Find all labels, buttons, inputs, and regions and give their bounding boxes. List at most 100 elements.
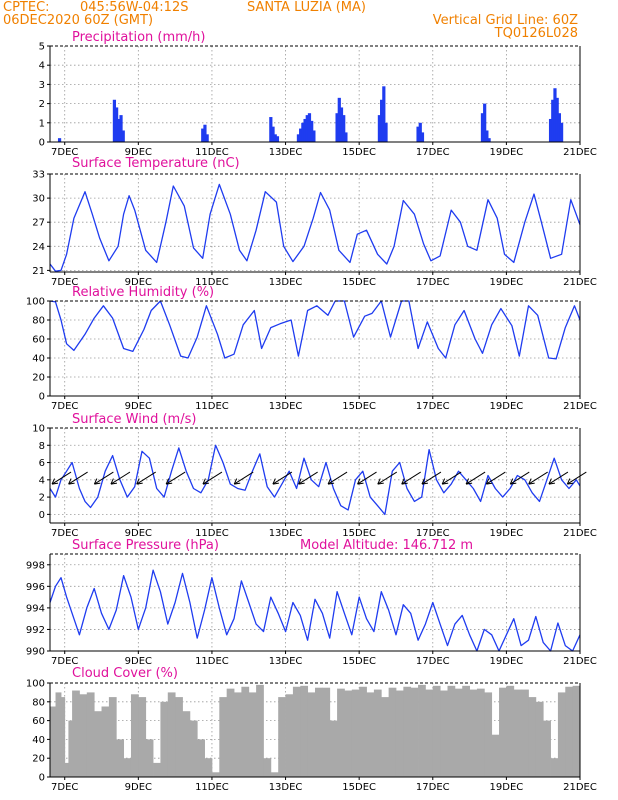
- cloud-cover-column: [543, 720, 551, 777]
- cloud-cover-column: [418, 684, 426, 777]
- precip-bar: [548, 118, 553, 142]
- cloud-cover-column: [351, 689, 360, 777]
- wind-arrow: [528, 471, 548, 485]
- wind-arrow: [233, 471, 254, 485]
- precip-bar: [269, 117, 273, 142]
- y-tick-label: 0: [39, 392, 45, 403]
- precip-bar: [201, 128, 205, 142]
- cloud-cover-column: [565, 686, 574, 777]
- x-tick-label: 13DEC: [269, 401, 303, 412]
- y-tick-label: 80: [32, 697, 45, 708]
- wind-arrow: [136, 471, 156, 485]
- y-tick-label: 80: [32, 316, 45, 327]
- precip-bar: [273, 134, 277, 142]
- y-tick-label: 40: [32, 735, 45, 746]
- panel-cloud-cover: 0 20 40 60 80 100 7DEC 9DEC 11DEC 13DEC 15DEC 17DEC…: [26, 666, 597, 793]
- wind-arrow: [509, 471, 530, 485]
- precip-bar: [553, 88, 557, 142]
- x-tick-label: 7DEC: [51, 782, 78, 793]
- cloud-cover-column: [263, 758, 272, 777]
- x-tick-label: 15DEC: [342, 656, 376, 667]
- cloud-cover-column: [381, 697, 390, 777]
- y-tick-label: 0: [39, 773, 45, 784]
- cloud-cover-column: [425, 689, 434, 777]
- precip-bar: [557, 113, 561, 142]
- cloud-cover-column: [138, 697, 147, 777]
- cloud-cover-column: [550, 758, 559, 777]
- precip-bar: [299, 128, 303, 142]
- y-tick-label: 8: [39, 441, 45, 452]
- wind-arrow: [548, 471, 569, 485]
- cloud-cover-column: [160, 701, 169, 777]
- temperature-title: Surface Temperature (nC): [72, 156, 240, 171]
- wind-arrow: [421, 471, 442, 485]
- x-tick-label: 13DEC: [269, 656, 303, 667]
- pressure-title: Surface Pressure (hPa): [72, 538, 219, 553]
- x-tick-label: 21DEC: [563, 782, 597, 793]
- x-tick-label: 21DEC: [563, 277, 597, 288]
- precip-bar: [485, 130, 489, 142]
- y-tick-label: 4: [39, 61, 45, 72]
- cloud-cover-column: [130, 694, 139, 777]
- cloud-cover-column: [189, 720, 198, 777]
- cloud-cover-column: [359, 686, 367, 777]
- model-altitude-annotation: Model Altitude: 146.712 m: [300, 538, 473, 553]
- panel-precipitation: 0 1 2 3 4 5 7DEC 9DEC 11DEC 13DEC 15DEC 17DEC 19DEC 2…: [39, 30, 597, 158]
- precip-bar: [487, 138, 491, 142]
- x-tick-label: 15DEC: [342, 528, 376, 539]
- x-tick-label: 7DEC: [51, 401, 78, 412]
- cloud-cover-column: [403, 686, 412, 777]
- wind-title: Surface Wind (m/s): [72, 412, 196, 427]
- y-tick-label: 24: [32, 242, 45, 253]
- panel-temperature: 21 24 27 30 33 7DEC 9DEC 11DEC 13DEC 15DEC 17DEC 19…: [32, 156, 597, 288]
- cloud-cover-column: [337, 688, 345, 777]
- x-tick-label: 11DEC: [195, 147, 229, 158]
- cloud-cover-column: [484, 692, 493, 777]
- wind-arrow: [110, 471, 131, 485]
- y-tick-label: 27: [32, 218, 45, 229]
- cloud-cover-column: [476, 688, 485, 777]
- x-tick-label: 11DEC: [195, 277, 229, 288]
- precip-bar: [312, 130, 316, 142]
- cloud-cover-column: [454, 688, 463, 777]
- y-tick-label: 1: [39, 118, 45, 129]
- wind-arrow: [298, 471, 318, 485]
- precip-bar: [483, 103, 487, 142]
- wind-arrow: [202, 471, 223, 485]
- cloud-cover-column: [61, 697, 66, 777]
- precip-bar: [205, 134, 209, 142]
- y-tick-label: 2: [39, 99, 45, 110]
- wind-arrow: [272, 471, 293, 485]
- y-tick-label: 6: [39, 458, 45, 469]
- cloud-cover-column: [211, 772, 220, 777]
- cloud-cover-column: [572, 685, 581, 777]
- precip-bar: [119, 115, 123, 142]
- y-tick-label: 30: [32, 194, 45, 205]
- cloud-cover-column: [521, 689, 529, 777]
- x-tick-label: 11DEC: [195, 401, 229, 412]
- y-tick-label: 60: [32, 716, 45, 727]
- y-tick-label: 998: [26, 560, 45, 571]
- cloud-cover-column: [64, 762, 69, 777]
- header-grid-note: Vertical Grid Line: 60Z: [433, 13, 578, 28]
- y-tick-label: 4: [39, 475, 45, 486]
- cloud-cover-column: [204, 758, 213, 777]
- temperature-line: [49, 183, 581, 272]
- cloud-cover-column: [440, 690, 448, 777]
- x-tick-label: 7DEC: [51, 528, 78, 539]
- cloud-cover-column: [226, 688, 235, 777]
- precipitation-title: Precipitation (mm/h): [72, 30, 205, 45]
- precip-bar: [342, 115, 346, 142]
- x-tick-label: 19DEC: [490, 782, 524, 793]
- x-tick-label: 13DEC: [269, 277, 303, 288]
- precip-bar: [275, 136, 280, 142]
- x-tick-label: 17DEC: [416, 782, 450, 793]
- precip-bar: [555, 97, 559, 142]
- panel-humidity: 0 20 40 60 80 100 7DEC 9DEC 11DEC 13DEC 15DEC 17DEC…: [26, 285, 597, 412]
- y-tick-label: 10: [32, 424, 45, 435]
- panel-pressure: 990 992 994 996 998 7DEC 9DEC 11DEC 13DEC 15DEC 17…: [26, 538, 597, 667]
- x-tick-label: 13DEC: [269, 782, 303, 793]
- wind-arrow: [327, 471, 348, 485]
